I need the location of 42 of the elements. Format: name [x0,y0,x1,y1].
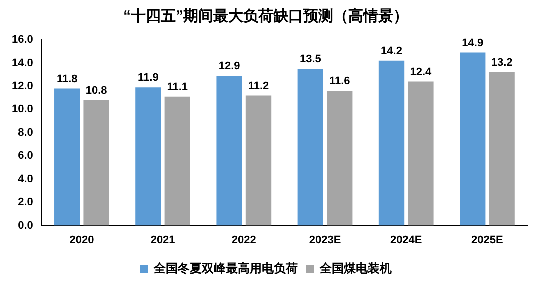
bar [136,88,162,226]
bar [84,100,110,226]
data-label: 13.2 [491,57,513,70]
data-label: 11.2 [248,80,270,92]
x-tick-label: 2024E [390,234,422,246]
data-label: 11.8 [56,73,78,86]
data-label: 11.1 [167,81,188,94]
y-tick-label: 4.0 [18,173,34,186]
x-tick-label: 2025E [472,234,504,246]
bar [460,52,486,226]
data-label: 14.2 [381,45,402,58]
y-tick-label: 8.0 [18,126,34,139]
data-label: 12.4 [410,66,433,78]
y-tick-label: 12.0 [12,80,34,92]
bar [216,76,242,226]
y-tick-label: 10.0 [12,104,34,116]
bar [489,72,515,226]
data-label: 10.8 [86,84,108,97]
data-label: 13.5 [300,54,322,66]
y-tick-label: 2.0 [18,196,34,209]
legend-label: 全国煤电装机 [319,261,392,276]
y-tick-label: 16.0 [12,34,34,46]
bar [246,96,272,226]
y-tick-label: 0.0 [18,220,34,232]
data-label: 11.9 [138,72,159,84]
bar [54,88,80,226]
chart-title: “十四五”期间最大负荷缺口预测（高情景） [124,7,408,26]
x-tick-label: 2022 [232,234,256,246]
data-label: 14.9 [462,37,484,50]
x-tick-label: 2021 [150,234,176,246]
x-tick-label: 2023E [309,234,342,246]
data-label: 12.9 [218,60,240,73]
bar [327,91,353,226]
y-tick-label: 6.0 [18,150,34,162]
y-tick-label: 14.0 [12,57,34,70]
legend-label: 全国冬夏双峰最高用电负荷 [153,261,298,276]
bar [378,60,405,226]
bar [298,69,324,226]
x-tick-label: 2020 [70,234,94,246]
bar [164,96,190,226]
bar [408,82,434,226]
data-label: 11.6 [329,76,350,88]
